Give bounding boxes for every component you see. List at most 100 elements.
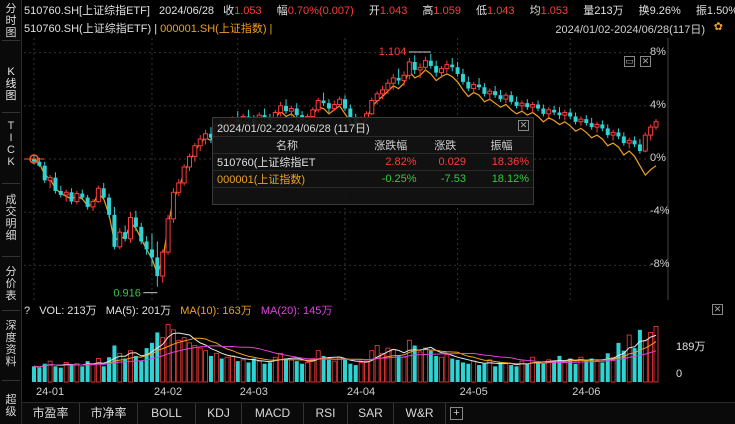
row-pct: -0.25% (360, 170, 421, 188)
volume-bar (251, 358, 256, 382)
volume-bar (123, 358, 128, 382)
volume-bar (525, 363, 530, 382)
volume-bar (562, 362, 568, 383)
volume-bar (69, 365, 74, 382)
candle (412, 61, 417, 70)
ma5-value: MA(5): 201万 (105, 305, 172, 317)
legend-compare-index[interactable]: 000001.SH(上证指数) | (160, 23, 273, 35)
close-icon[interactable]: ✕ (640, 56, 651, 67)
volume-close-icon[interactable]: ✕ (712, 304, 723, 315)
candle (155, 257, 160, 277)
high-label: 高 (422, 5, 434, 17)
popup-close-icon[interactable]: ✕ (518, 120, 529, 131)
table-row[interactable]: 000001(上证指数) -0.25% -7.53 18.12% (213, 170, 533, 188)
tab-char: 料 (5, 356, 17, 368)
volume-bar (444, 354, 450, 383)
volume-bar (621, 350, 626, 382)
candle (133, 217, 138, 227)
tab-indicator-rsi[interactable]: RSI (304, 403, 348, 424)
legend-main-security[interactable]: 510760.SH(上证综指ETF) | (24, 23, 158, 35)
volume-header: ? VOL: 213万 MA(5): 201万 MA(10): 163万 MA(… (24, 302, 338, 317)
candle (626, 139, 632, 144)
gear-icon[interactable]: ✿ (713, 21, 723, 33)
candle (63, 191, 69, 196)
tab-indicator-[interactable]: 市盈率 (22, 403, 80, 424)
candle (648, 126, 654, 136)
open-label: 开 (368, 5, 380, 17)
date-range-label[interactable]: 2024/01/02-2024/06/28(117日) (555, 24, 705, 36)
tab-deep-data[interactable]: 深度资料 (0, 320, 22, 368)
tab-indicator-kdj[interactable]: KDJ (196, 403, 242, 424)
ma10-value: MA(10): 163万 (180, 305, 252, 317)
volume-chart[interactable] (24, 318, 669, 384)
candle (278, 105, 284, 113)
candle (123, 232, 128, 239)
volume-bar (187, 342, 192, 383)
row-pct: 2.82% (360, 153, 421, 171)
tab-price-dist[interactable]: 分价表 (0, 266, 22, 302)
popup-title: 2024/01/02-2024/06/28 (117日) (217, 123, 370, 135)
volume-bar (315, 350, 321, 383)
tab-char: 价 (5, 278, 17, 290)
volume-bar (460, 362, 465, 382)
candle (149, 249, 154, 258)
volume-bar (450, 358, 455, 382)
candle (139, 226, 144, 242)
tab-trade-detail[interactable]: 成交明细 (0, 194, 22, 242)
tab-char: 超 (5, 394, 17, 406)
tab-char: 资 (5, 344, 17, 356)
candle (589, 123, 594, 128)
tab-super[interactable]: 超级 (0, 394, 22, 418)
candle (493, 91, 498, 96)
y-tick-label: 8% (650, 45, 666, 58)
table-row[interactable]: 510760(上证综指ET 2.82% 0.029 18.36% (213, 153, 533, 171)
volume-bar (300, 363, 305, 382)
volume-bar (326, 359, 331, 382)
candle (546, 109, 552, 115)
volume-bar (653, 326, 659, 383)
volume-bar (343, 358, 347, 382)
col-header-name: 名称 (213, 136, 361, 154)
candle (573, 116, 578, 122)
volume-bar (541, 363, 546, 382)
help-icon[interactable]: ? (24, 305, 31, 317)
volume-bar (637, 329, 642, 382)
tab-char: T (7, 120, 15, 132)
tab-indicator-boll[interactable]: BOLL (138, 403, 196, 424)
volume-bar (358, 362, 364, 383)
candle (380, 89, 386, 95)
candle (584, 119, 589, 124)
tab-indicator-sar[interactable]: SAR (348, 403, 394, 424)
tab-char: 成 (5, 194, 17, 206)
tab-indicator-[interactable]: 市净率 (80, 403, 138, 424)
compare-stats-popup: 2024/01/02-2024/06/28 (117日) ✕ 名称 涨跌幅 涨跌… (212, 117, 534, 205)
volume-bar (235, 361, 240, 382)
candle (471, 84, 477, 90)
candle (530, 104, 536, 108)
window-icon[interactable]: ▭ (624, 56, 635, 67)
volume-bar (112, 345, 117, 382)
tab-indicator-macd[interactable]: MACD (242, 403, 304, 424)
kline-chart[interactable]: 1.104 0.916 (24, 38, 669, 300)
volume-bar (37, 367, 42, 382)
tab-char: 交 (5, 206, 17, 218)
candle (170, 191, 176, 220)
volume-bar (101, 366, 106, 382)
volume-bar (390, 348, 396, 383)
candle (390, 77, 396, 84)
low-label: 低 (476, 5, 488, 17)
candle (85, 197, 90, 207)
tab-char: 度 (5, 332, 17, 344)
x-tick-label: 24-02 (153, 386, 183, 398)
candle (653, 121, 659, 128)
low-annotation: 0.916 (113, 288, 141, 300)
tab-intraday[interactable]: 分时图 (0, 3, 22, 39)
candle (396, 77, 401, 81)
close-label: 收 (223, 5, 235, 17)
volume-bar (423, 347, 428, 383)
tab-indicator-wr[interactable]: W&R (394, 403, 446, 424)
add-indicator-icon[interactable]: + (450, 407, 463, 420)
